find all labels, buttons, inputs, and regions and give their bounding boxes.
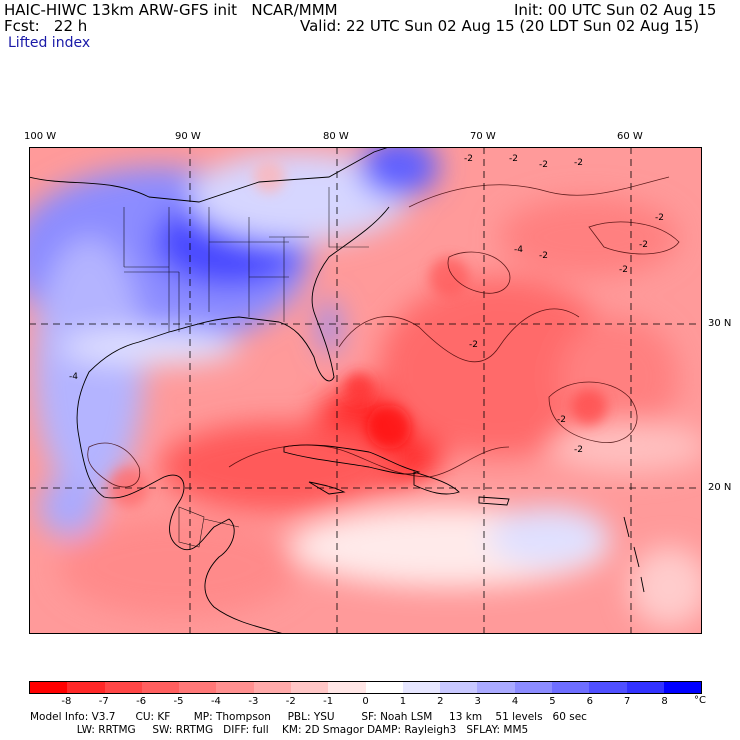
lat-label: 20 N [708,482,732,493]
contour-label: -2 [574,445,583,455]
colorbar-swatch [67,682,105,693]
colorbar-swatch [328,682,366,693]
contour-label: -4 [69,372,78,382]
contour-label: -2 [655,213,664,223]
valid-time: Valid: 22 UTC Sun 02 Aug 15 (20 LDT Sun … [300,17,700,35]
lifted-index-map: -2 -2 -2 -2 -2 -2 -2 -2 -2 -2 -4 -4 -2 [29,147,702,634]
lon-label: 70 W [470,131,496,142]
lon-label: 80 W [323,131,349,142]
colorbar-swatch [402,682,441,693]
colorbar-tick-label: -7 [98,696,109,707]
colorbar-tick-label: 0 [362,696,369,707]
colorbar-swatch [216,682,254,693]
colorbar-unit: °C [694,695,706,706]
contour-label: -2 [557,415,566,425]
contour-label: -2 [619,265,628,275]
colorbar-swatch [589,682,627,693]
colorbar-swatch [104,682,142,693]
colorbar-swatch [477,682,515,693]
colorbar-tick-label: -8 [61,696,72,707]
colorbar-tick-label: -3 [248,696,259,707]
colorbar-tick-label: 5 [549,696,556,707]
init-time: Init: 00 UTC Sun 02 Aug 15 [514,1,717,19]
contour-label: -2 [539,251,548,261]
colorbar-swatch [551,682,590,693]
colorbar-tick-label: -6 [136,696,147,707]
colorbar-tick-label: 1 [399,696,407,707]
colorbar-swatch [440,682,478,693]
colorbar-swatch [514,682,552,693]
colorbar [29,681,702,694]
coastlines [29,147,645,634]
lon-label: 60 W [617,131,643,142]
colorbar-swatch [179,682,217,693]
colorbar-swatch [365,682,403,693]
contour-label: -2 [464,154,473,164]
contour-label: -4 [514,245,523,255]
lon-label: 100 W [24,131,57,142]
forecast-hour: Fcst: 22 h [4,17,88,35]
colorbar-swatch [141,682,180,693]
lat-label: 30 N [708,318,732,329]
graticule [29,147,702,634]
model-info-line1: Model Info: V3.7 CU: KF MP: Thompson PBL… [30,711,587,723]
colorbar-tick-label: -2 [285,696,296,707]
state-borders [123,187,369,548]
colorbar-tick-label: 3 [474,696,481,707]
contour-label: -2 [469,340,478,350]
colorbar-tick-label: 8 [661,696,668,707]
colorbar-tick-label: 7 [624,696,631,707]
colorbar-swatch [663,682,702,693]
colorbar-tick-label: 4 [511,696,519,707]
contour-label: -2 [574,158,583,168]
colorbar-tick-label: 2 [437,696,444,707]
colorbar-swatch [290,682,329,693]
colorbar-swatch [253,682,291,693]
colorbar-tick-label: -4 [210,696,221,707]
contour-label: -2 [539,160,548,170]
model-info-line2: LW: RRTMG SW: RRTMG DIFF: full KM: 2D Sm… [30,724,529,736]
map-frame [29,147,702,634]
colorbar-tick-label: -5 [173,696,184,707]
field-name: Lifted index [8,35,91,51]
colorbar-tick-label: -1 [323,696,334,707]
li-contours [87,176,680,488]
lon-label: 90 W [175,131,201,142]
model-title: HAIC-HIWC 13km ARW-GFS init NCAR/MMM [4,1,338,19]
contour-label: -2 [639,240,648,250]
contour-label: -2 [509,154,518,164]
colorbar-swatch [30,682,68,693]
colorbar-swatch [626,682,664,693]
colorbar-tick-label: 6 [586,696,594,707]
